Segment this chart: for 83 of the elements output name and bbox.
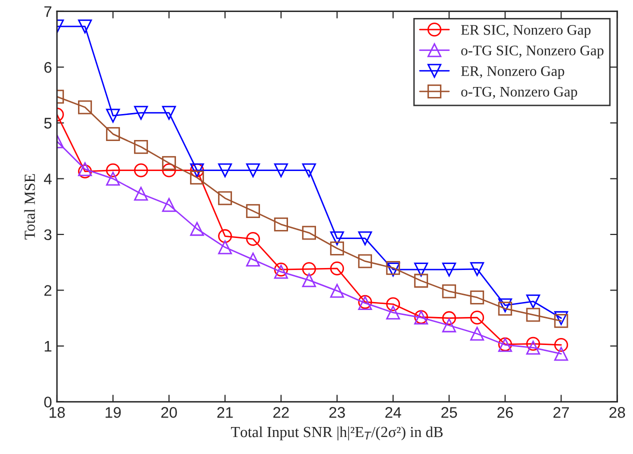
point xyxy=(330,241,344,256)
point xyxy=(78,100,92,114)
point xyxy=(526,336,540,351)
point xyxy=(134,106,148,120)
x-tick-label: 19 xyxy=(106,407,121,418)
point xyxy=(246,232,260,246)
point xyxy=(470,310,484,325)
y-tick-label: 6 xyxy=(44,62,52,73)
point xyxy=(526,294,540,308)
point xyxy=(162,198,176,212)
point xyxy=(442,284,456,298)
point xyxy=(526,308,540,322)
point xyxy=(470,290,484,304)
legend-label: o-TG SIC, Nonzero Gap xyxy=(461,46,604,58)
point xyxy=(554,314,568,328)
y-tick-label: 5 xyxy=(44,118,52,129)
point xyxy=(330,284,344,298)
y-axis-title: Total MSE xyxy=(24,174,35,240)
point xyxy=(442,262,456,277)
x-tick-label: 22 xyxy=(273,407,289,418)
x-tick-label: 27 xyxy=(553,407,569,418)
x-tick-label: 18 xyxy=(50,407,65,418)
point xyxy=(218,240,232,254)
point xyxy=(442,311,456,326)
point xyxy=(162,106,176,120)
point xyxy=(526,340,540,355)
point xyxy=(442,318,456,332)
y-tick-label: 3 xyxy=(44,229,52,240)
y-tick-label: 2 xyxy=(44,285,52,296)
point xyxy=(358,231,372,246)
point xyxy=(78,19,92,34)
point xyxy=(302,273,316,288)
point xyxy=(386,297,400,312)
point xyxy=(162,163,176,178)
y-tick-label: 7 xyxy=(44,6,52,17)
x-tick-label: 25 xyxy=(441,407,457,418)
point xyxy=(218,191,232,206)
point xyxy=(330,231,344,246)
point xyxy=(134,140,148,154)
point xyxy=(302,262,316,276)
point xyxy=(554,311,568,326)
x-tick-label: 24 xyxy=(385,407,402,418)
point xyxy=(190,222,204,236)
point xyxy=(162,156,176,170)
y-tick-label: 1 xyxy=(44,341,52,352)
x-tick-label: 26 xyxy=(497,407,513,418)
x-axis-title: Total Input SNR |h|²E$_{T}$/(2σ²) in dB xyxy=(231,426,443,440)
point xyxy=(358,254,372,268)
point xyxy=(470,262,484,276)
point xyxy=(302,226,316,240)
point xyxy=(218,229,232,244)
point xyxy=(414,262,428,277)
x-tick-label: 20 xyxy=(161,407,177,418)
point xyxy=(106,108,120,123)
y-tick-label: 0 xyxy=(44,396,52,408)
point xyxy=(470,326,484,341)
y-tick-label: 4 xyxy=(44,174,52,184)
point xyxy=(498,302,512,316)
point xyxy=(106,163,120,178)
point xyxy=(134,186,148,201)
legend-label: ER SIC, Nonzero Gap xyxy=(461,25,591,38)
x-tick-label: 23 xyxy=(329,407,345,418)
legend-label: o-TG, Nonzero Gap xyxy=(461,86,578,100)
x-tick-label: 28 xyxy=(609,407,626,418)
point xyxy=(330,262,344,276)
x-tick-label: 21 xyxy=(217,407,233,418)
legend-label: ER, Nonzero Gap xyxy=(461,66,564,79)
point xyxy=(246,252,260,267)
point xyxy=(498,298,512,312)
point xyxy=(386,306,400,320)
point xyxy=(106,127,120,142)
point xyxy=(554,338,568,352)
point xyxy=(302,163,316,178)
point xyxy=(106,172,120,186)
point xyxy=(218,163,232,178)
point xyxy=(246,204,260,218)
point xyxy=(554,346,568,361)
point xyxy=(274,163,288,178)
point xyxy=(246,163,260,178)
point xyxy=(414,274,428,288)
point xyxy=(274,217,288,232)
point xyxy=(190,170,204,185)
point xyxy=(134,163,148,178)
